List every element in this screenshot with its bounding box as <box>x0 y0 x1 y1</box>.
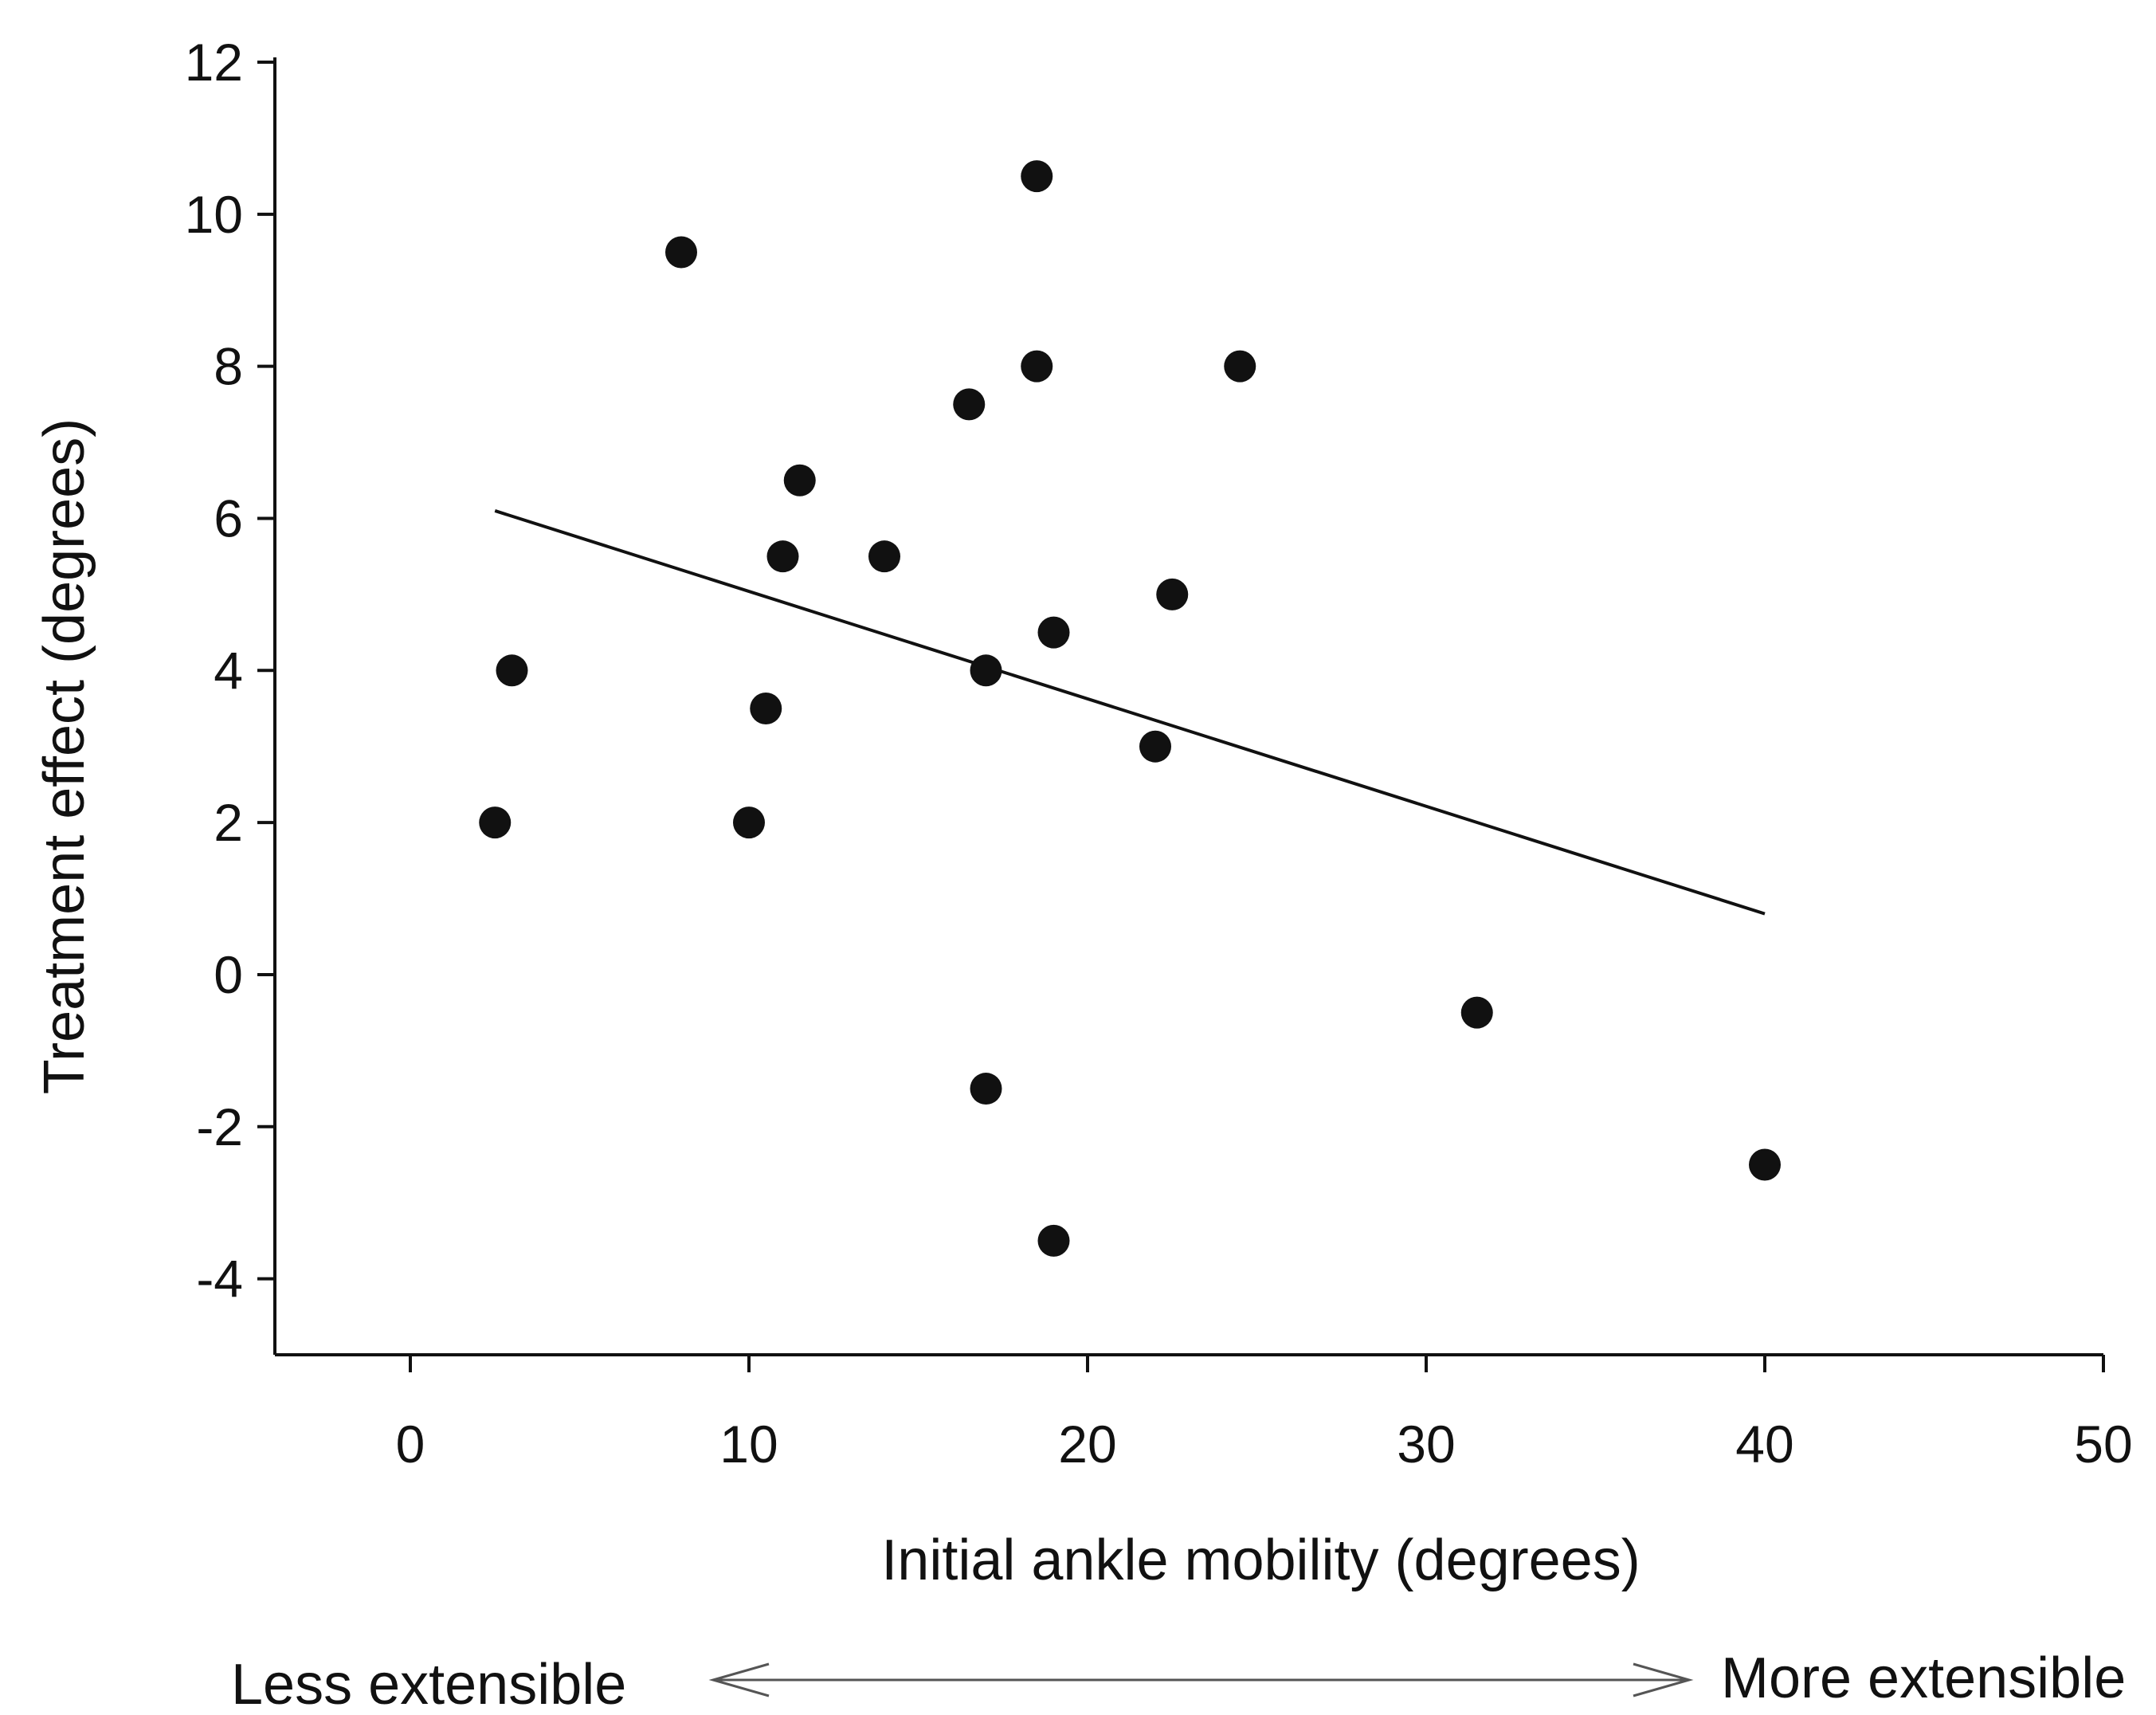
data-point <box>970 654 1002 687</box>
y-tick-label: -4 <box>196 1250 243 1309</box>
y-ticks: 12 10 8 6 4 2 0 -2 -4 <box>185 33 275 1309</box>
data-points <box>479 160 1781 1257</box>
data-point <box>1139 730 1171 763</box>
data-point <box>1037 616 1070 649</box>
data-point <box>783 464 816 496</box>
x-tick-label: 0 <box>396 1415 425 1474</box>
data-point <box>479 806 512 839</box>
data-point <box>1037 1224 1070 1257</box>
y-tick-label: 0 <box>214 945 243 1004</box>
data-point <box>868 540 900 573</box>
data-point <box>496 654 528 687</box>
x-tick-label: 30 <box>1397 1415 1455 1474</box>
y-tick-label: 10 <box>185 185 243 244</box>
data-point <box>1460 996 1493 1029</box>
y-axis-title: Treatment effect (degrees) <box>33 418 96 1094</box>
y-tick-label: 4 <box>214 641 243 700</box>
data-point <box>1021 350 1053 383</box>
data-point <box>766 540 799 573</box>
data-point <box>1021 160 1053 193</box>
data-point <box>750 693 782 724</box>
data-point <box>1749 1148 1781 1181</box>
x-tick-label: 10 <box>719 1415 778 1474</box>
data-point <box>665 236 697 269</box>
y-tick-label: -2 <box>196 1097 243 1156</box>
y-tick-label: 6 <box>214 489 243 547</box>
data-point <box>733 806 765 839</box>
x-axis-title: Initial ankle mobility (degrees) <box>881 1529 1640 1592</box>
axes <box>273 57 2103 1356</box>
arrow-left-icon <box>708 1662 770 1697</box>
y-tick-label: 8 <box>214 337 243 396</box>
data-point <box>1156 578 1189 610</box>
trend-line <box>494 509 1766 916</box>
y-tick-label: 2 <box>214 793 243 852</box>
x-ticks: 0 10 20 30 40 50 <box>396 1355 2133 1474</box>
less-extensible-label: Less extensible <box>231 1653 626 1715</box>
trend-line-group <box>494 509 1766 916</box>
data-point <box>970 1073 1002 1105</box>
x-tick-label: 50 <box>2074 1415 2132 1474</box>
arrow-right-icon <box>1633 1662 1694 1697</box>
more-extensible-label: More extensible <box>1721 1646 2126 1710</box>
data-point <box>953 388 986 421</box>
y-tick-label: 12 <box>185 33 243 92</box>
x-tick-label: 40 <box>1735 1415 1793 1474</box>
extensibility-scale: Less extensible More extensible <box>231 1646 2126 1715</box>
x-tick-label: 20 <box>1058 1415 1116 1474</box>
data-point <box>1224 350 1256 383</box>
